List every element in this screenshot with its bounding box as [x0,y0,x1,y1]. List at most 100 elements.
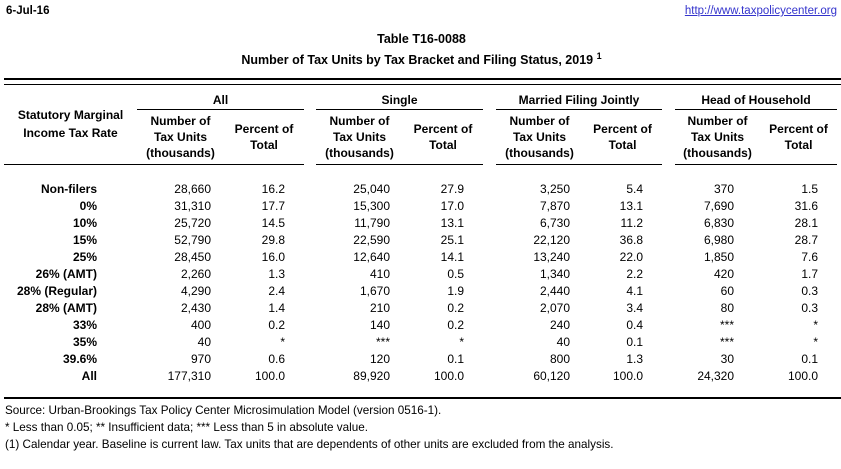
column-spacer [304,248,316,265]
tax-units-value: 120 [369,351,390,366]
tax-units-value: 410 [369,266,390,281]
table-title: Number of Tax Units by Tax Bracket and F… [4,51,839,67]
column-spacer [483,299,496,316]
subheader-percent-hoh: Percent of Total [760,109,838,166]
group-header-married-filing-jointly: Married Filing Jointly [496,85,663,111]
title-block: Table T16-0088 Number of Tax Units by Ta… [4,32,839,67]
column-spacer [483,248,496,265]
tax-units-value: 24,320 [697,368,735,383]
percent-value: * [813,317,819,332]
row-label: 15% [72,232,97,247]
percent-value: 27.9 [440,181,465,196]
row-label: Non-filers [40,181,97,196]
tax-units-value: 31,310 [174,198,211,213]
column-spacer [662,197,675,214]
tax-units-value: 1,670 [359,283,390,298]
column-spacer [304,350,316,367]
tax-units-value: *** [720,317,735,332]
subheader-number-single: Number of Tax Units (thousands) [316,109,403,166]
column-spacer [662,333,675,350]
percent-value: 29.8 [261,232,285,247]
tax-units-value: 2,430 [180,300,211,315]
column-spacer [304,197,316,214]
percent-value: 100.0 [433,368,465,383]
tax-units-value: 25,040 [353,181,390,196]
subheader-percent-mfj: Percent of Total [583,109,663,166]
table-header: Statutory Marginal Income Tax Rate All S… [4,85,838,166]
percent-value: 14.1 [440,249,465,264]
tax-units-value: 1,850 [703,249,735,264]
group-header-all: All [137,85,304,111]
tax-units-value: 2,070 [539,300,571,315]
tax-units-value: 2,260 [180,266,211,281]
symbols-note: * Less than 0.05; ** Insufficient data; … [5,421,368,435]
column-spacer [483,214,496,231]
column-spacer [662,265,675,282]
table-number-title: Table T16-0088 [377,32,466,46]
percent-value: 0.2 [268,317,285,332]
tax-units-value: 6,830 [703,215,735,230]
percent-value: * [813,334,819,349]
column-spacer [483,165,496,198]
percent-value: 17.7 [261,198,285,213]
column-spacer [483,333,496,350]
top-bar: 6-Jul-16 http://www.taxpolicycenter.org [4,5,839,17]
table-row: 25% 28,450 16.0 12,640 14.1 13,240 22.0 1,850 7.… [4,248,837,265]
column-spacer [304,214,316,231]
percent-value: 2.4 [268,283,285,298]
table-row: 39.6% 970 0.6 120 0.1 800 1.3 30 0.1 [4,350,837,367]
table-bottom-rule [4,397,841,400]
percent-value: 0.2 [447,317,465,332]
subheader-percent-single: Percent of Total [403,109,484,166]
percent-value: 100.0 [612,368,644,383]
subheader-percent-all: Percent of Total [224,109,304,166]
column-spacer [662,282,675,299]
table-row: 0% 31,310 17.7 15,300 17.0 7,870 13.1 7,690 31.6 [4,197,837,214]
tax-units-value: 15,300 [353,198,390,213]
tax-units-value: 30 [720,351,735,366]
tax-units-value: 28,660 [174,181,211,196]
column-spacer [483,85,496,165]
column-spacer [304,85,316,165]
percent-value: * [280,334,285,349]
column-spacer [662,367,675,384]
table-row: 26% (AMT) 2,260 1.3 410 0.5 1,340 2.2 420 1.7 [4,265,837,282]
column-spacer [304,299,316,316]
row-label: 35% [72,334,97,349]
tax-units-value: 7,870 [539,198,571,213]
percent-value: 25.1 [440,232,465,247]
percent-value: 28.1 [794,215,819,230]
sub-header-row: Number of Tax Units (thousands) Percent … [4,109,838,166]
row-label: 39.6% [62,351,97,366]
column-spacer [662,316,675,333]
tax-units-value: 3,250 [539,181,571,196]
column-spacer [483,316,496,333]
percent-value: 0.6 [268,351,285,366]
tax-units-value: 420 [713,266,735,281]
table-row: 10% 25,720 14.5 11,790 13.1 6,730 11.2 6,830 28.… [4,214,837,231]
percent-value: 1.3 [626,351,644,366]
title-footnote-marker: 1 [596,51,602,61]
tax-units-value: 800 [549,351,571,366]
table-row: Non-filers 28,660 16.2 25,040 27.9 3,250 5.4 37… [4,165,837,198]
percent-value: 1.5 [801,181,819,196]
tax-units-value: 7,690 [703,198,735,213]
tax-units-value: 40 [197,334,211,349]
row-label: 28% (AMT) [35,300,97,315]
row-label: 26% (AMT) [35,266,97,281]
percent-value: 0.4 [626,317,644,332]
taxpolicycenter-link[interactable]: http://www.taxpolicycenter.org [684,5,837,17]
column-spacer [304,165,316,198]
tax-units-value: 177,310 [167,368,211,383]
percent-value: 0.1 [801,351,819,366]
column-spacer [483,265,496,282]
tax-units-value: 25,720 [174,215,211,230]
percent-value: 0.5 [447,266,465,281]
row-label: 10% [72,215,97,230]
percent-value: 5.4 [626,181,644,196]
percent-value: 1.7 [801,266,819,281]
tax-units-value: 1,340 [539,266,571,281]
percent-value: 1.9 [447,283,465,298]
tax-units-value: 60 [720,283,735,298]
tax-units-value: *** [720,334,735,349]
